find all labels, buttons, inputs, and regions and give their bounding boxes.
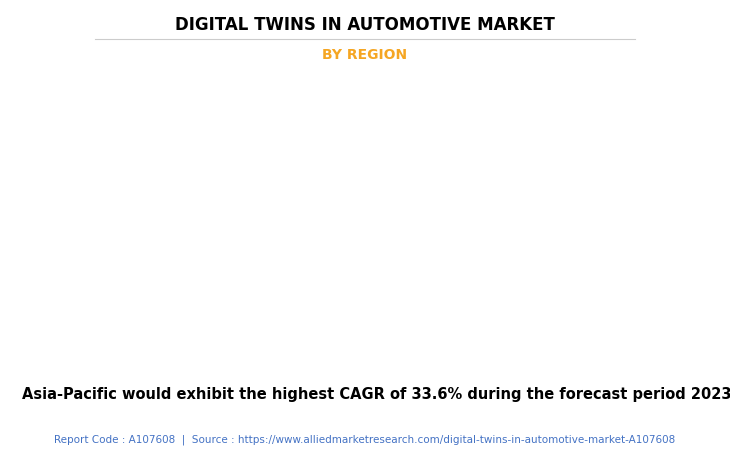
Text: Report Code : A107608  |  Source : https://www.alliedmarketresearch.com/digital-: Report Code : A107608 | Source : https:/…: [54, 435, 676, 445]
Text: BY REGION: BY REGION: [323, 48, 407, 62]
Text: Asia-Pacific would exhibit the highest CAGR of 33.6% during the forecast period : Asia-Pacific would exhibit the highest C…: [22, 387, 730, 402]
Text: DIGITAL TWINS IN AUTOMOTIVE MARKET: DIGITAL TWINS IN AUTOMOTIVE MARKET: [175, 16, 555, 34]
